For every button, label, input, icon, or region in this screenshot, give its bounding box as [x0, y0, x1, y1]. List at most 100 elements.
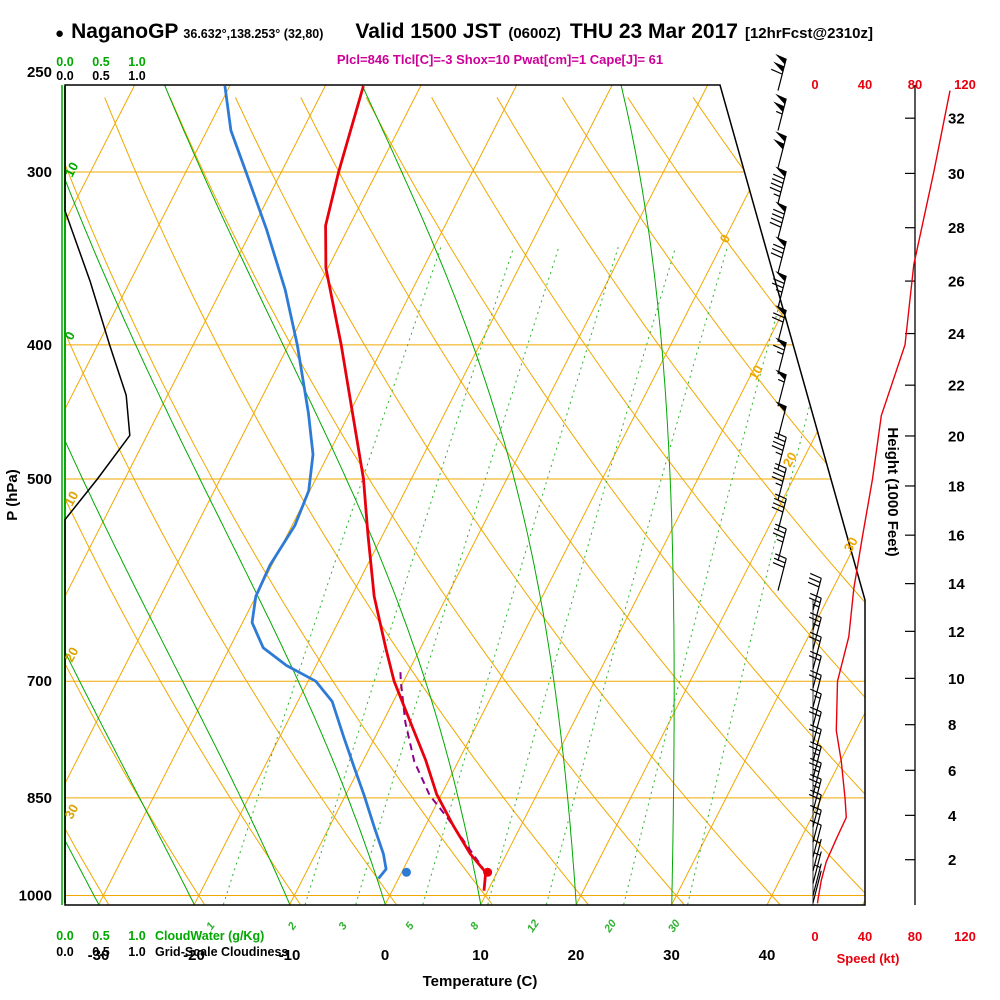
- wind-barb: [771, 305, 787, 343]
- pressure-tick-label: 1000: [19, 888, 52, 905]
- adiabat-edge-label: 10: [61, 489, 81, 509]
- height-tick-label: 8: [948, 717, 956, 734]
- pressure-tick-label: 850: [27, 790, 52, 807]
- speed-tick-label: 80: [908, 929, 922, 944]
- plot-area: [65, 85, 865, 905]
- wind-barb: [770, 236, 787, 274]
- wind-barb: [808, 631, 822, 670]
- isotherm-edge-label: 20: [780, 449, 800, 469]
- mixing-ratio-label: 2: [285, 920, 299, 933]
- height-tick-label: 24: [948, 326, 965, 343]
- height-tick-label: 32: [948, 111, 965, 128]
- dry-adiabat-line: [561, 97, 865, 905]
- pressure-tick-label: 400: [27, 337, 52, 354]
- station-coords: 36.632°,138.253° (32,80): [183, 27, 324, 41]
- valid-date: THU 23 Mar 2017: [569, 20, 738, 43]
- wind-barb: [808, 669, 822, 708]
- wind-barb: [772, 553, 787, 591]
- wind-barb: [773, 131, 787, 169]
- dry-adiabat-line: [65, 97, 493, 905]
- moist-adiabat-line: [65, 85, 291, 905]
- temperature-tick-label: 20: [568, 947, 585, 964]
- wind-barb: [773, 93, 787, 131]
- mixing-ratio-label: 8: [468, 920, 482, 933]
- cloud-scale-tick: 0.0: [56, 69, 73, 83]
- sounding-parameters: Plcl=846 Tlcl[C]=-3 Shox=10 Pwat[cm]=1 C…: [336, 52, 664, 67]
- dry-adiabat-line: [692, 97, 865, 905]
- wind-barb: [771, 53, 787, 91]
- wind-barb: [812, 863, 822, 896]
- wind-barb: [812, 838, 822, 872]
- height-tick-label: 18: [948, 478, 965, 495]
- cloud-scale-tick: 0.0: [56, 929, 73, 943]
- forecast-tag: [12hrFcst@2310z]: [744, 25, 873, 42]
- isotherm-edge-label: 30: [841, 534, 861, 554]
- height-tick-label: 4: [948, 808, 957, 825]
- mixing-ratio-label: 30: [666, 917, 683, 935]
- dry-adiabat-line: [431, 97, 865, 905]
- pressure-axis-title: P (hPa): [4, 469, 21, 520]
- pressure-tick-label: 300: [27, 164, 52, 181]
- height-tick-label: 10: [948, 671, 965, 688]
- isotherm-line: [65, 85, 327, 905]
- temperature-tick-label: -30: [88, 947, 110, 964]
- speed-tick-label: 0: [811, 77, 818, 92]
- parcel-curve: [399, 669, 487, 873]
- speed-tick-label: 120: [954, 77, 976, 92]
- mixing-ratio-label: 3: [336, 920, 349, 932]
- wind-barb: [808, 741, 822, 779]
- isotherm-edge-label: 0: [717, 232, 734, 246]
- title-bar: ● NaganoGP 36.632°,138.253° (32,80) Vali…: [55, 20, 873, 44]
- isotherm-line: [671, 85, 865, 905]
- temperature-tick-label: -20: [183, 947, 205, 964]
- mixing-ratio-line: [487, 247, 677, 905]
- dry-adiabat-line: [300, 97, 865, 905]
- dry-adiabat-line: [496, 97, 865, 905]
- speed-tick-label: 120: [954, 929, 976, 944]
- dry-adiabat-line: [65, 97, 397, 905]
- temperature-tick-label: 40: [759, 947, 776, 964]
- valid-time: Valid 1500 JST: [355, 20, 502, 43]
- temperature-curve: [324, 85, 488, 891]
- temperature-axis-title: Temperature (C): [423, 973, 538, 990]
- isotherm-line: [575, 85, 865, 905]
- isotherm-line: [384, 85, 804, 905]
- height-tick-label: 6: [948, 763, 956, 780]
- moist-adiabat-line: [65, 85, 195, 905]
- pressure-tick-label: 500: [27, 471, 52, 488]
- height-tick-label: 26: [948, 274, 965, 291]
- wind-barb: [771, 431, 787, 470]
- height-tick-label: 14: [948, 576, 965, 593]
- cloud-scale-tick: 0.5: [92, 945, 109, 959]
- cloud-scale-tick: 1.0: [128, 55, 145, 69]
- cloudiness-title: Grid-Scale Cloudiness: [155, 945, 288, 959]
- mixing-ratio-line: [687, 247, 852, 905]
- adiabat-edge-label: 10: [61, 160, 81, 180]
- height-tick-label: 20: [948, 428, 965, 445]
- cloud-scale-tick: 1.0: [128, 69, 145, 83]
- dry-adiabat-line: [65, 97, 301, 905]
- wind-barb: [769, 166, 787, 204]
- speed-tick-label: 40: [858, 77, 872, 92]
- speed-tick-label: 80: [908, 77, 922, 92]
- height-tick-label: 30: [948, 166, 965, 183]
- wind-barb: [810, 804, 822, 843]
- plot-frame: [64, 84, 866, 906]
- pressure-tick-label: 700: [27, 673, 52, 690]
- station-name: NaganoGP: [71, 20, 179, 43]
- mixing-ratio-label: 20: [602, 917, 620, 935]
- isotherm-line: [766, 85, 865, 905]
- isotherm-edge-label: 10: [746, 362, 766, 382]
- mixing-ratio-line: [623, 247, 796, 905]
- dry-adiabat-line: [104, 97, 589, 905]
- mixing-ratio-label: 12: [525, 918, 542, 935]
- adiabat-edge-label: 30: [61, 802, 81, 822]
- dewpoint-curve: [223, 85, 388, 880]
- cloud-scale-tick: 1.0: [128, 945, 145, 959]
- wind-barb: [808, 724, 822, 762]
- surface-dewpoint-dot: [401, 867, 411, 877]
- wind-barb: [808, 789, 822, 828]
- wind-barb: [775, 401, 787, 439]
- cloud-scale-tick: 0.0: [56, 945, 73, 959]
